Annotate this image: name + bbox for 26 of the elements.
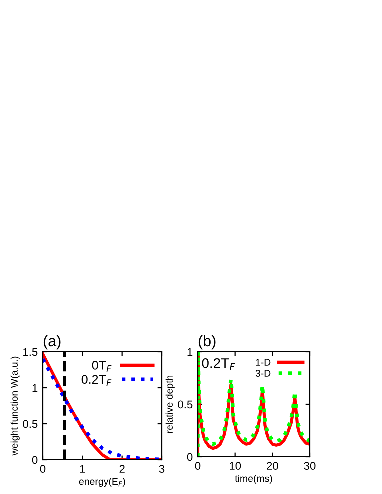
y-axis-title: relative depth xyxy=(166,376,175,434)
y-tick-label: 0.5 xyxy=(23,420,38,428)
x-axis-title: energy(E$_{F}$) xyxy=(79,478,126,488)
x-tick-label: 20 xyxy=(267,462,278,470)
x-tick-label: 10 xyxy=(230,462,242,470)
x-axis-title: time(ms) xyxy=(235,474,272,484)
y-tick-label: 1 xyxy=(188,348,193,356)
y-tick-label: 0 xyxy=(32,456,38,464)
legend-label: 3-D xyxy=(256,370,271,377)
legend-label: 0T$_{F}$ xyxy=(92,361,112,372)
x-tick-label: 2 xyxy=(120,465,125,473)
x-tick-label: 3 xyxy=(159,465,165,474)
y-tick-label: 1 xyxy=(32,384,38,392)
legend-label: 1-D xyxy=(256,359,271,366)
y-tick-label: 0 xyxy=(187,453,193,462)
x-tick-label: 30 xyxy=(304,462,316,470)
legend-label: 0.2T$_{F}$ xyxy=(82,375,112,386)
x-tick-label: 1 xyxy=(80,465,86,473)
y-tick-label: 0.5 xyxy=(178,400,193,409)
y-tick-label: 1.5 xyxy=(24,348,38,356)
chart-title: (a) xyxy=(44,335,61,350)
x-tick-label: 0 xyxy=(195,462,201,470)
chart-title: (b) xyxy=(198,335,216,350)
y-axis-title: weight function W(a.u.) xyxy=(10,356,20,456)
annotation: 0.2T$_{F}$ xyxy=(202,358,236,370)
x-tick-label: 0 xyxy=(40,465,46,474)
